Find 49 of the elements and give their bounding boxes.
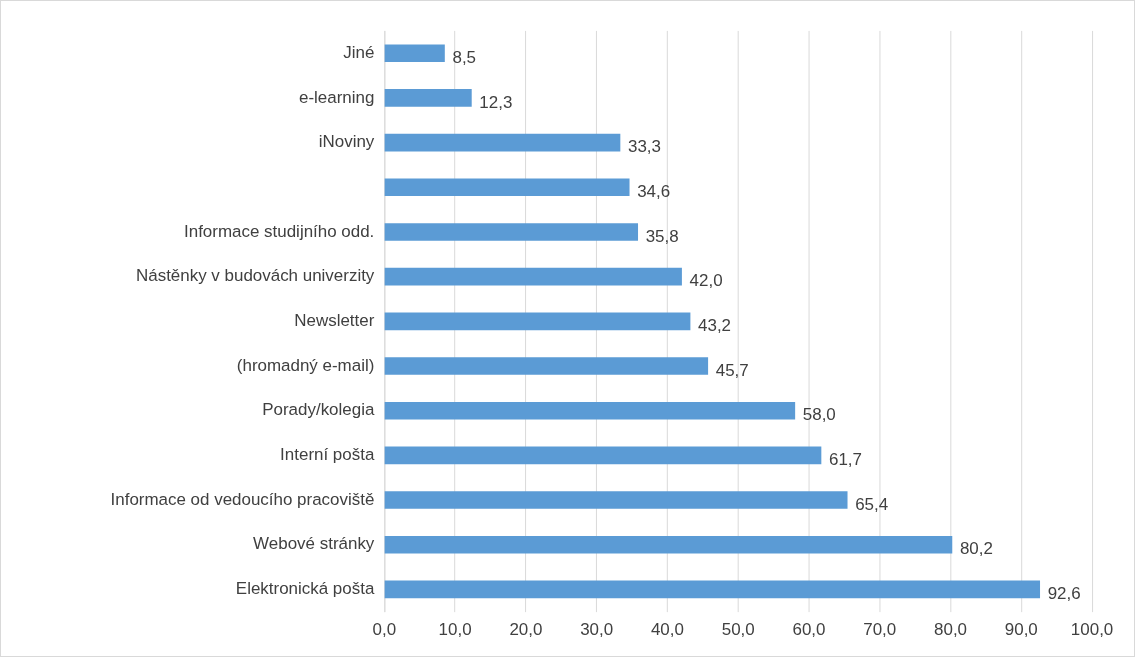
x-tick-label: 0,0 [372, 619, 397, 639]
data-label: 61,7 [828, 450, 862, 470]
y-tick-label: Jiné [343, 42, 375, 62]
y-tick-label: Webové stránky [253, 534, 375, 554]
x-tick-label: 30,0 [580, 619, 614, 639]
data-label: 35,8 [645, 226, 679, 246]
x-tick-label: 80,0 [934, 619, 968, 639]
data-label: 12,3 [479, 92, 513, 112]
bar [384, 133, 621, 152]
bar [384, 312, 691, 331]
data-label: 43,2 [698, 315, 732, 335]
bar [384, 178, 630, 197]
bar [384, 267, 682, 286]
y-tick-label: Informace studijního odd. [184, 221, 375, 241]
x-tick-label: 50,0 [721, 619, 755, 639]
bar [384, 535, 953, 554]
data-label: 34,6 [637, 181, 671, 201]
bar [384, 491, 848, 509]
data-label: 92,6 [1047, 584, 1081, 604]
bar [384, 401, 796, 420]
x-tick-label: 40,0 [650, 619, 684, 639]
x-tick-label: 100,0 [1070, 619, 1114, 639]
y-tick-label: Porady/kolegia [262, 400, 375, 420]
y-tick-label: Informace od vedoucího pracoviště [110, 489, 375, 509]
bar [384, 446, 822, 465]
y-tick-label: Newsletter [294, 311, 375, 330]
y-tick-label: Elektronická pošta [235, 579, 375, 599]
x-tick-label: 60,0 [792, 619, 826, 639]
y-tick-label: e-learning [298, 87, 375, 107]
bar [384, 44, 445, 63]
y-tick-label: iNoviny [318, 132, 375, 152]
data-label: 8,5 [452, 47, 477, 67]
data-label: 58,0 [802, 405, 836, 425]
bar [384, 357, 709, 375]
data-label: 42,0 [689, 271, 723, 291]
x-tick-label: 20,0 [509, 619, 543, 639]
data-label: 80,2 [959, 539, 993, 559]
x-tick-label: 90,0 [1004, 619, 1038, 639]
y-tick-label: (hromadný e-mail) [236, 355, 375, 375]
bar [384, 580, 1041, 599]
data-label: 33,3 [627, 137, 661, 157]
data-label: 45,7 [715, 360, 749, 380]
x-tick-label: 70,0 [863, 619, 897, 639]
y-tick-label: Interní pošta [280, 445, 375, 465]
bar [384, 223, 639, 241]
bar [384, 89, 472, 107]
y-tick-label: Nástěnky v budovách univerzity [136, 266, 375, 286]
x-tick-label: 10,0 [438, 619, 472, 639]
data-label: 65,4 [855, 494, 889, 514]
